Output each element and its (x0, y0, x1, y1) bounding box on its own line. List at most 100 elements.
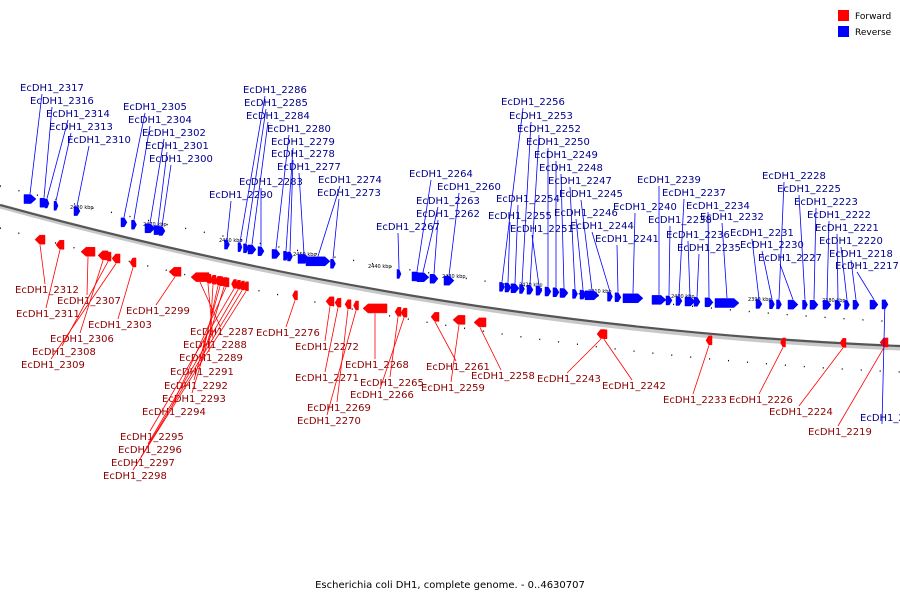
gene-arrow[interactable] (120, 217, 128, 228)
reverse-gene-label[interactable]: EcDH1_2274 (318, 175, 382, 186)
gene-arrow[interactable] (499, 282, 505, 292)
gene-arrow[interactable] (257, 246, 265, 256)
forward-gene-label[interactable]: EcDH1_2294 (142, 407, 206, 418)
gene-arrow[interactable] (243, 243, 249, 254)
gene-arrow[interactable] (839, 338, 847, 348)
reverse-gene-label[interactable]: EcDH1_2286 (243, 85, 307, 96)
gene-arrow[interactable] (34, 234, 46, 245)
forward-gene-label[interactable]: EcDH1_2312 (15, 285, 79, 296)
forward-gene-label[interactable]: EcDH1_2289 (179, 353, 243, 364)
reverse-gene-label[interactable]: EcDH1_2239 (637, 175, 701, 186)
gene-arrow[interactable] (44, 198, 50, 209)
gene-arrow[interactable] (755, 299, 763, 309)
forward-gene-label[interactable]: EcDH1_2219 (808, 427, 872, 438)
forward-gene-label[interactable]: EcDH1_2291 (170, 367, 234, 378)
reverse-gene-label[interactable]: EcDH1_2254 (496, 194, 560, 205)
reverse-gene-label[interactable]: EcDH1_2217 (835, 261, 899, 272)
reverse-gene-label[interactable]: EcDH1_2246 (554, 208, 618, 219)
gene-arrow[interactable] (305, 256, 331, 267)
forward-gene-label[interactable]: EcDH1_2224 (769, 407, 833, 418)
gene-arrow[interactable] (104, 251, 112, 262)
reverse-gene-label[interactable]: EcDH1_2220 (819, 236, 883, 247)
gene-arrow[interactable] (559, 288, 569, 298)
forward-gene-label[interactable]: EcDH1_2292 (164, 381, 228, 392)
forward-gene-label[interactable]: EcDH1_2243 (537, 374, 601, 385)
reverse-gene-label[interactable]: EcDH1_2241 (595, 234, 659, 245)
gene-arrow[interactable] (53, 201, 59, 211)
gene-arrow[interactable] (584, 290, 600, 301)
reverse-gene-label[interactable]: EcDH1_2221 (815, 223, 879, 234)
reverse-gene-label[interactable]: EcDH1_2244 (570, 221, 634, 232)
reverse-gene-label[interactable]: EcDH1_2283 (239, 177, 303, 188)
forward-gene-label[interactable]: EcDH1_2306 (50, 334, 114, 345)
reverse-gene-label[interactable]: EcDH1_2278 (271, 149, 335, 160)
forward-gene-label[interactable]: EcDH1_2270 (297, 416, 361, 427)
reverse-gene-label[interactable]: EcDH1_2250 (526, 137, 590, 148)
gene-arrow[interactable] (144, 223, 156, 234)
gene-arrow[interactable] (353, 300, 359, 311)
gene-arrow[interactable] (665, 295, 673, 306)
gene-arrow[interactable] (222, 277, 230, 288)
reverse-gene-label[interactable]: EcDH1_2260 (437, 182, 501, 193)
gene-arrow[interactable] (111, 253, 121, 264)
gene-arrow[interactable] (362, 303, 388, 314)
forward-gene-label[interactable]: EcDH1_2297 (111, 458, 175, 469)
reverse-gene-label[interactable]: EcDH1_2222 (807, 210, 871, 221)
gene-arrow[interactable] (55, 240, 65, 250)
gene-arrow[interactable] (572, 289, 578, 299)
reverse-gene-label[interactable]: EcDH1_2302 (142, 128, 206, 139)
gene-arrow[interactable] (271, 249, 281, 259)
forward-gene-label[interactable]: EcDH1_2309 (21, 360, 85, 371)
reverse-gene-label[interactable]: EcDH1_2251 (510, 224, 574, 235)
reverse-gene-label[interactable]: EcDH1_2313 (49, 122, 113, 133)
reverse-gene-label[interactable]: EcDH1_2248 (539, 163, 603, 174)
reverse-gene-label[interactable]: EcDH1_2301 (145, 141, 209, 152)
reverse-gene-label[interactable]: EcDH1_2240 (613, 202, 677, 213)
reverse-gene-label[interactable]: EcDH1_2267 (376, 222, 440, 233)
reverse-gene-label[interactable]: EcDH1_2284 (246, 111, 310, 122)
gene-arrow[interactable] (776, 299, 782, 310)
gene-arrow[interactable] (168, 267, 182, 277)
reverse-gene-label[interactable]: EcDH1_2255 (488, 211, 552, 222)
gene-arrow[interactable] (869, 299, 879, 310)
forward-gene-label[interactable]: EcDH1_2266 (350, 390, 414, 401)
gene-arrow[interactable] (579, 289, 587, 300)
reverse-gene-label[interactable]: EcDH1_2223 (794, 197, 858, 208)
gene-arrow[interactable] (705, 335, 713, 346)
reverse-gene-label[interactable]: EcDH1_2252 (517, 124, 581, 135)
gene-arrow[interactable] (473, 317, 487, 328)
gene-arrow[interactable] (535, 285, 543, 296)
gene-arrow[interactable] (287, 251, 293, 262)
gene-arrow[interactable] (769, 299, 775, 309)
gene-arrow[interactable] (429, 273, 439, 284)
forward-gene-label[interactable]: EcDH1_2259 (421, 383, 485, 394)
gene-arrow[interactable] (330, 259, 336, 269)
gene-arrow[interactable] (834, 300, 842, 310)
gene-arrow[interactable] (802, 299, 808, 310)
gene-arrow[interactable] (129, 257, 137, 268)
reverse-gene-label[interactable]: EcDH1_2253 (509, 111, 573, 122)
gene-arrow[interactable] (396, 269, 402, 279)
gene-arrow[interactable] (822, 300, 832, 310)
reverse-gene-label[interactable]: EcDH1_2230 (740, 240, 804, 251)
reverse-gene-label[interactable]: EcDH1_2216 (860, 413, 900, 424)
forward-gene-label[interactable]: EcDH1_2288 (183, 340, 247, 351)
forward-gene-label[interactable]: EcDH1_2265 (360, 378, 424, 389)
forward-gene-label[interactable]: EcDH1_2242 (602, 381, 666, 392)
reverse-gene-label[interactable]: EcDH1_2277 (277, 162, 341, 173)
gene-arrow[interactable] (80, 247, 96, 257)
gene-arrow[interactable] (334, 297, 342, 308)
reverse-gene-label[interactable]: EcDH1_2247 (548, 176, 612, 187)
gene-arrow[interactable] (23, 194, 37, 204)
forward-gene-label[interactable]: EcDH1_2268 (345, 360, 409, 371)
gene-arrow[interactable] (452, 315, 466, 325)
forward-gene-label[interactable]: EcDH1_2311 (16, 309, 80, 320)
reverse-gene-label[interactable]: EcDH1_2262 (416, 209, 480, 220)
gene-arrow[interactable] (684, 296, 696, 307)
reverse-gene-label[interactable]: EcDH1_2304 (128, 115, 192, 126)
reverse-gene-label[interactable]: EcDH1_2273 (317, 188, 381, 199)
gene-arrow[interactable] (526, 285, 534, 295)
reverse-gene-label[interactable]: EcDH1_2317 (20, 83, 84, 94)
reverse-gene-label[interactable]: EcDH1_2280 (267, 124, 331, 135)
gene-arrow[interactable] (780, 337, 786, 348)
